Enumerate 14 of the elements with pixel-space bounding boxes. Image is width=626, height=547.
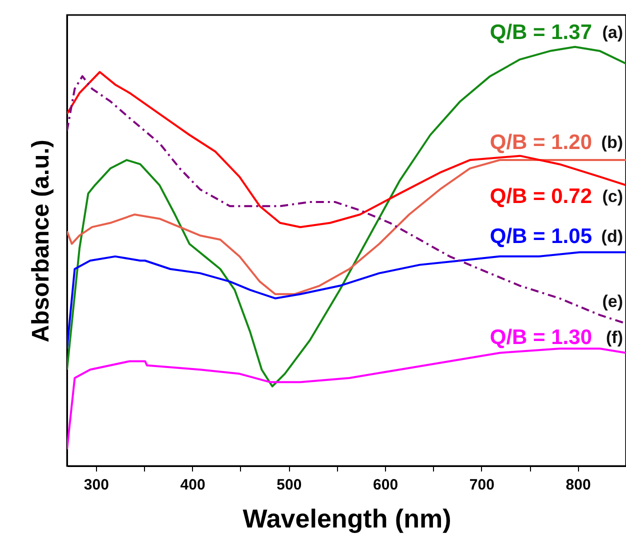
series-label: Q/B = 1.30 (f)	[490, 326, 623, 349]
series-label: (e)	[602, 292, 623, 311]
x-tick-label: 600	[373, 476, 398, 494]
series-label: Q/B = 1.20 (b)	[490, 131, 623, 154]
x-axis-title: Wavelength (nm)	[242, 504, 452, 534]
x-tick-label: 400	[180, 476, 206, 494]
series-label: Q/B = 1.37 (a)	[490, 21, 623, 44]
series-label: Q/B = 1.05 (d)	[490, 225, 623, 248]
x-tick-label: 700	[469, 476, 494, 494]
x-tick-label: 500	[276, 476, 302, 494]
x-tick-label: 800	[566, 476, 591, 494]
x-tick-label: 300	[84, 476, 109, 494]
y-axis-title: Absorbance (a.u.)	[28, 140, 54, 342]
series-label: Q/B = 0.72 (c)	[490, 185, 623, 208]
